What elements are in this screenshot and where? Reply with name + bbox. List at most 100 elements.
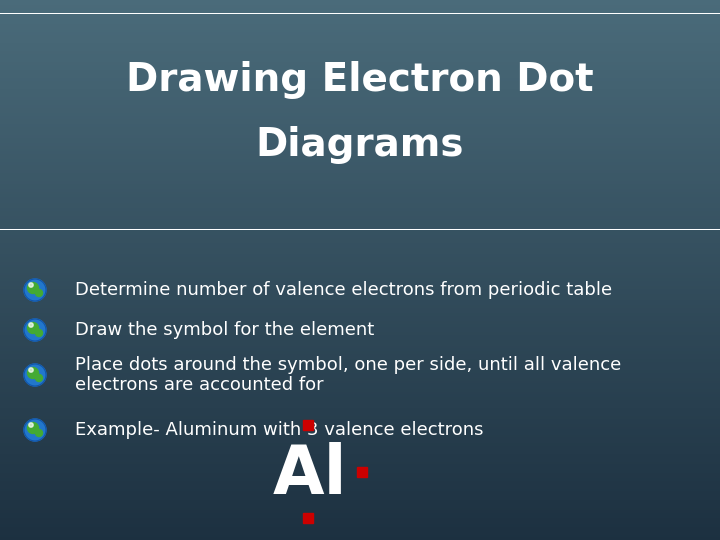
Bar <box>0 154 720 157</box>
Bar <box>0 362 720 364</box>
Text: Draw the symbol for the element: Draw the symbol for the element <box>75 321 374 339</box>
Bar <box>0 103 720 105</box>
Bar <box>0 313 720 316</box>
Circle shape <box>24 419 46 441</box>
Bar <box>0 232 720 235</box>
Circle shape <box>35 289 42 296</box>
Circle shape <box>27 322 38 334</box>
Circle shape <box>27 282 38 294</box>
Bar <box>0 346 720 348</box>
Text: Al: Al <box>273 442 347 508</box>
Bar <box>0 22 720 24</box>
Bar <box>0 367 720 370</box>
Bar <box>0 265 720 267</box>
Bar <box>0 459 720 462</box>
Bar <box>0 181 720 184</box>
Bar <box>0 491 720 494</box>
Bar <box>0 3 720 5</box>
Bar <box>0 16 720 19</box>
Bar <box>0 516 720 518</box>
Bar <box>0 173 720 176</box>
Bar <box>0 524 720 526</box>
Bar <box>0 424 720 427</box>
Bar <box>0 478 720 481</box>
Bar <box>0 302 720 305</box>
Bar <box>0 205 720 208</box>
Bar <box>0 383 720 386</box>
Bar <box>0 286 720 289</box>
Bar <box>0 429 720 432</box>
Bar <box>0 321 720 324</box>
Circle shape <box>24 364 46 386</box>
Bar <box>0 167 720 170</box>
Bar <box>0 51 720 54</box>
Bar <box>0 235 720 238</box>
Bar <box>0 189 720 192</box>
Bar <box>0 529 720 532</box>
Bar <box>0 292 720 294</box>
Bar <box>0 119 720 122</box>
Bar <box>0 81 720 84</box>
Bar <box>0 243 720 246</box>
Bar <box>0 54 720 57</box>
Bar <box>0 122 720 124</box>
Bar <box>0 159 720 162</box>
Circle shape <box>29 423 33 427</box>
Bar <box>0 378 720 381</box>
Bar <box>0 483 720 486</box>
Bar <box>0 57 720 59</box>
Bar <box>0 510 720 513</box>
Bar <box>0 248 720 251</box>
Bar <box>0 192 720 194</box>
Bar <box>0 267 720 270</box>
Bar <box>0 194 720 197</box>
Bar <box>0 256 720 259</box>
Bar <box>0 211 720 213</box>
Bar <box>0 497 720 500</box>
Bar <box>0 43 720 46</box>
Bar <box>0 405 720 408</box>
Bar <box>0 124 720 127</box>
Bar <box>0 364 720 367</box>
Text: Drawing Electron Dot: Drawing Electron Dot <box>126 61 594 99</box>
Bar <box>0 335 720 338</box>
Bar <box>0 157 720 159</box>
Bar <box>0 446 720 448</box>
Bar <box>0 130 720 132</box>
Bar <box>0 535 720 537</box>
Bar <box>0 221 720 224</box>
Text: Diagrams: Diagrams <box>256 126 464 164</box>
Text: Determine number of valence electrons from periodic table: Determine number of valence electrons fr… <box>75 281 612 299</box>
Bar <box>0 494 720 497</box>
Bar <box>0 259 720 262</box>
Bar <box>0 427 720 429</box>
Bar <box>0 338 720 340</box>
Bar <box>0 375 720 378</box>
Circle shape <box>29 368 33 372</box>
Bar <box>0 389 720 392</box>
Bar <box>0 62 720 65</box>
Bar <box>0 467 720 470</box>
Bar <box>0 273 720 275</box>
Bar <box>0 148 720 151</box>
Bar <box>0 472 720 475</box>
Bar <box>0 151 720 154</box>
Bar <box>0 284 720 286</box>
Bar <box>0 202 720 205</box>
Bar <box>0 5 720 8</box>
Bar <box>0 354 720 356</box>
Bar <box>0 513 720 516</box>
Bar <box>0 532 720 535</box>
Bar <box>0 127 720 130</box>
Bar <box>0 270 720 273</box>
Bar <box>0 186 720 189</box>
Bar <box>0 402 720 405</box>
Bar <box>0 308 720 310</box>
Bar <box>0 49 720 51</box>
Bar <box>0 78 720 81</box>
Bar <box>303 513 313 523</box>
Bar <box>0 289 720 292</box>
Bar <box>0 40 720 43</box>
Bar <box>0 394 720 397</box>
Bar <box>303 420 313 430</box>
